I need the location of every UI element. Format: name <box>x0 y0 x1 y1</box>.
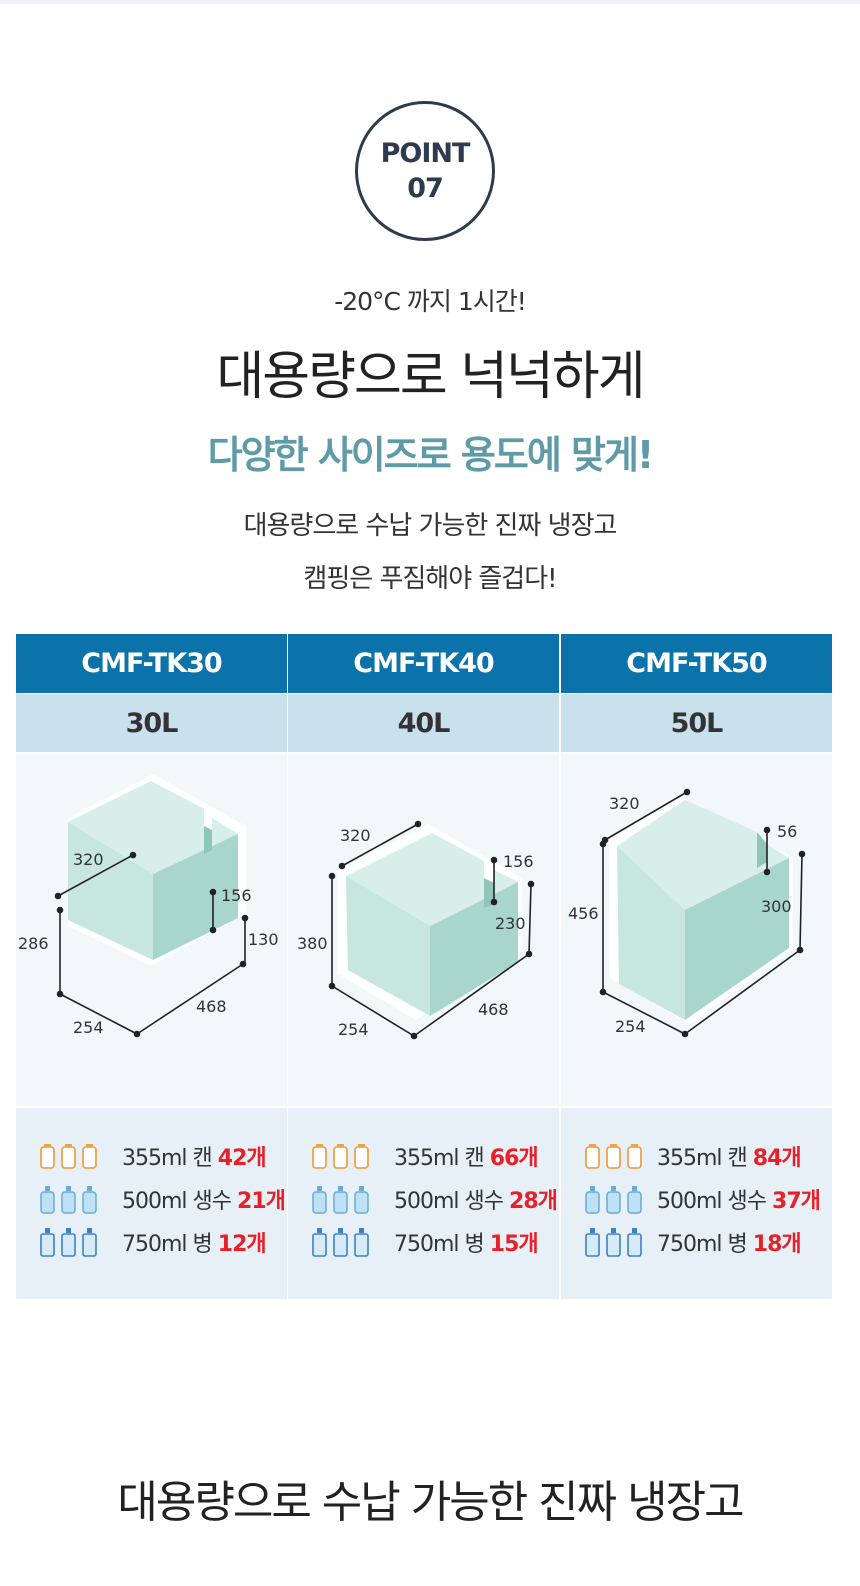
count-label: 355ml 캔 <box>394 1145 485 1171</box>
count-row-water: 500ml 생수 21개 <box>16 1177 287 1220</box>
cooler-box-drawing <box>599 788 806 1038</box>
size-comparison-table: CMF-TK30 30L <box>16 634 832 1299</box>
count-label: 750ml 병 <box>657 1231 748 1257</box>
description-line-1: 대용량으로 수납 가능한 진짜 냉장고 <box>243 511 618 541</box>
dim-width: 254 <box>73 1018 104 1037</box>
dim-right-height: 130 <box>248 930 279 949</box>
count-value: 42개 <box>217 1145 267 1171</box>
count-value: 84개 <box>752 1145 802 1171</box>
can-icon <box>585 1143 642 1169</box>
dim-height: 286 <box>18 934 49 953</box>
model-column-tk40: CMF-TK40 40L 320 156 380 <box>288 634 559 1299</box>
model-column-tk30: CMF-TK30 30L <box>16 634 287 1299</box>
count-row-bottle: 750ml 병 12개 <box>16 1220 287 1263</box>
count-label: 355ml 캔 <box>122 1145 213 1171</box>
dim-right-height: 300 <box>761 897 792 916</box>
dim-width: 254 <box>615 1017 646 1036</box>
count-value: 21개 <box>237 1188 286 1214</box>
count-value: 15개 <box>489 1231 539 1257</box>
dim-length: 468 <box>478 1000 509 1019</box>
bottle-icon <box>585 1227 642 1257</box>
point-label: POINT <box>380 138 471 169</box>
count-value: 28개 <box>509 1188 558 1214</box>
can-icon <box>312 1143 369 1169</box>
dim-height: 380 <box>297 934 328 953</box>
model-name: CMF-TK50 <box>561 634 832 693</box>
sub-heading: -20°C 까지 1시간! <box>334 287 527 316</box>
point-badge: POINT 07 <box>355 101 495 241</box>
water-bottle-icon <box>40 1185 97 1214</box>
count-row-bottle: 750ml 병 18개 <box>561 1220 832 1263</box>
dim-width: 254 <box>338 1020 369 1039</box>
model-name: CMF-TK40 <box>288 634 559 693</box>
water-bottle-icon <box>312 1185 369 1214</box>
cooler-box-drawing <box>54 774 249 1038</box>
cooler-box-drawing <box>328 820 535 1040</box>
bottle-icon <box>40 1227 97 1257</box>
capacity-counts: 355ml 캔 84개 500ml 생수 37개 750ml 병 18개 <box>561 1108 832 1299</box>
count-row-bottle: 750ml 병 15개 <box>288 1220 559 1263</box>
capacity-counts: 355ml 캔 42개 500ml 생수 21개 750ml 병 12개 <box>16 1108 287 1299</box>
dim-height: 456 <box>568 904 599 923</box>
count-label: 500ml 생수 <box>122 1188 232 1214</box>
capacity-counts: 355ml 캔 66개 500ml 생수 28개 750ml 병 15개 <box>288 1108 559 1299</box>
count-label: 500ml 생수 <box>394 1188 504 1214</box>
capacity: 40L <box>288 694 559 752</box>
bottom-heading: 대용량으로 수납 가능한 진짜 냉장고 <box>117 1477 744 1528</box>
count-row-can: 355ml 캔 66개 <box>288 1134 559 1177</box>
count-row-water: 500ml 생수 37개 <box>561 1177 832 1220</box>
dimension-diagram: 320 56 456 300 254 <box>561 754 832 1106</box>
dimension-diagram: 320 156 380 230 468 254 <box>288 754 559 1106</box>
dimension-diagram: 320 156 286 130 468 254 <box>16 754 287 1106</box>
accent-heading: 다양한 사이즈로 용도에 맞게! <box>207 433 655 477</box>
dim-notch: 56 <box>777 822 798 841</box>
dim-top: 320 <box>73 850 104 869</box>
dim-notch: 156 <box>221 886 252 905</box>
capacity: 30L <box>16 694 287 752</box>
water-bottle-icon <box>585 1185 642 1214</box>
dim-length: 468 <box>196 997 227 1016</box>
top-divider <box>0 0 860 4</box>
count-value: 12개 <box>217 1231 267 1257</box>
description: 대용량으로 수납 가능한 진짜 냉장고 캠핑은 푸짐해야 즐겁다! <box>0 500 860 606</box>
count-row-can: 355ml 캔 42개 <box>16 1134 287 1177</box>
dim-right-height: 230 <box>495 914 526 933</box>
count-label: 500ml 생수 <box>657 1188 767 1214</box>
main-heading: 대용량으로 넉넉하게 <box>216 347 645 407</box>
count-value: 66개 <box>489 1145 539 1171</box>
can-icon <box>40 1143 97 1169</box>
description-line-2: 캠핑은 푸짐해야 즐겁다! <box>303 564 557 594</box>
dim-top: 320 <box>340 826 371 845</box>
dim-top: 320 <box>609 794 640 813</box>
bottle-icon <box>312 1227 369 1257</box>
count-row-water: 500ml 생수 28개 <box>288 1177 559 1220</box>
capacity: 50L <box>561 694 832 752</box>
model-name: CMF-TK30 <box>16 634 287 693</box>
count-label: 750ml 병 <box>122 1231 213 1257</box>
model-column-tk50: CMF-TK50 50L 320 56 456 <box>561 634 832 1299</box>
count-label: 355ml 캔 <box>657 1145 748 1171</box>
count-value: 37개 <box>772 1188 821 1214</box>
count-value: 18개 <box>752 1231 802 1257</box>
count-row-can: 355ml 캔 84개 <box>561 1134 832 1177</box>
dim-notch: 156 <box>503 852 534 871</box>
point-number: 07 <box>407 173 444 204</box>
count-label: 750ml 병 <box>394 1231 485 1257</box>
